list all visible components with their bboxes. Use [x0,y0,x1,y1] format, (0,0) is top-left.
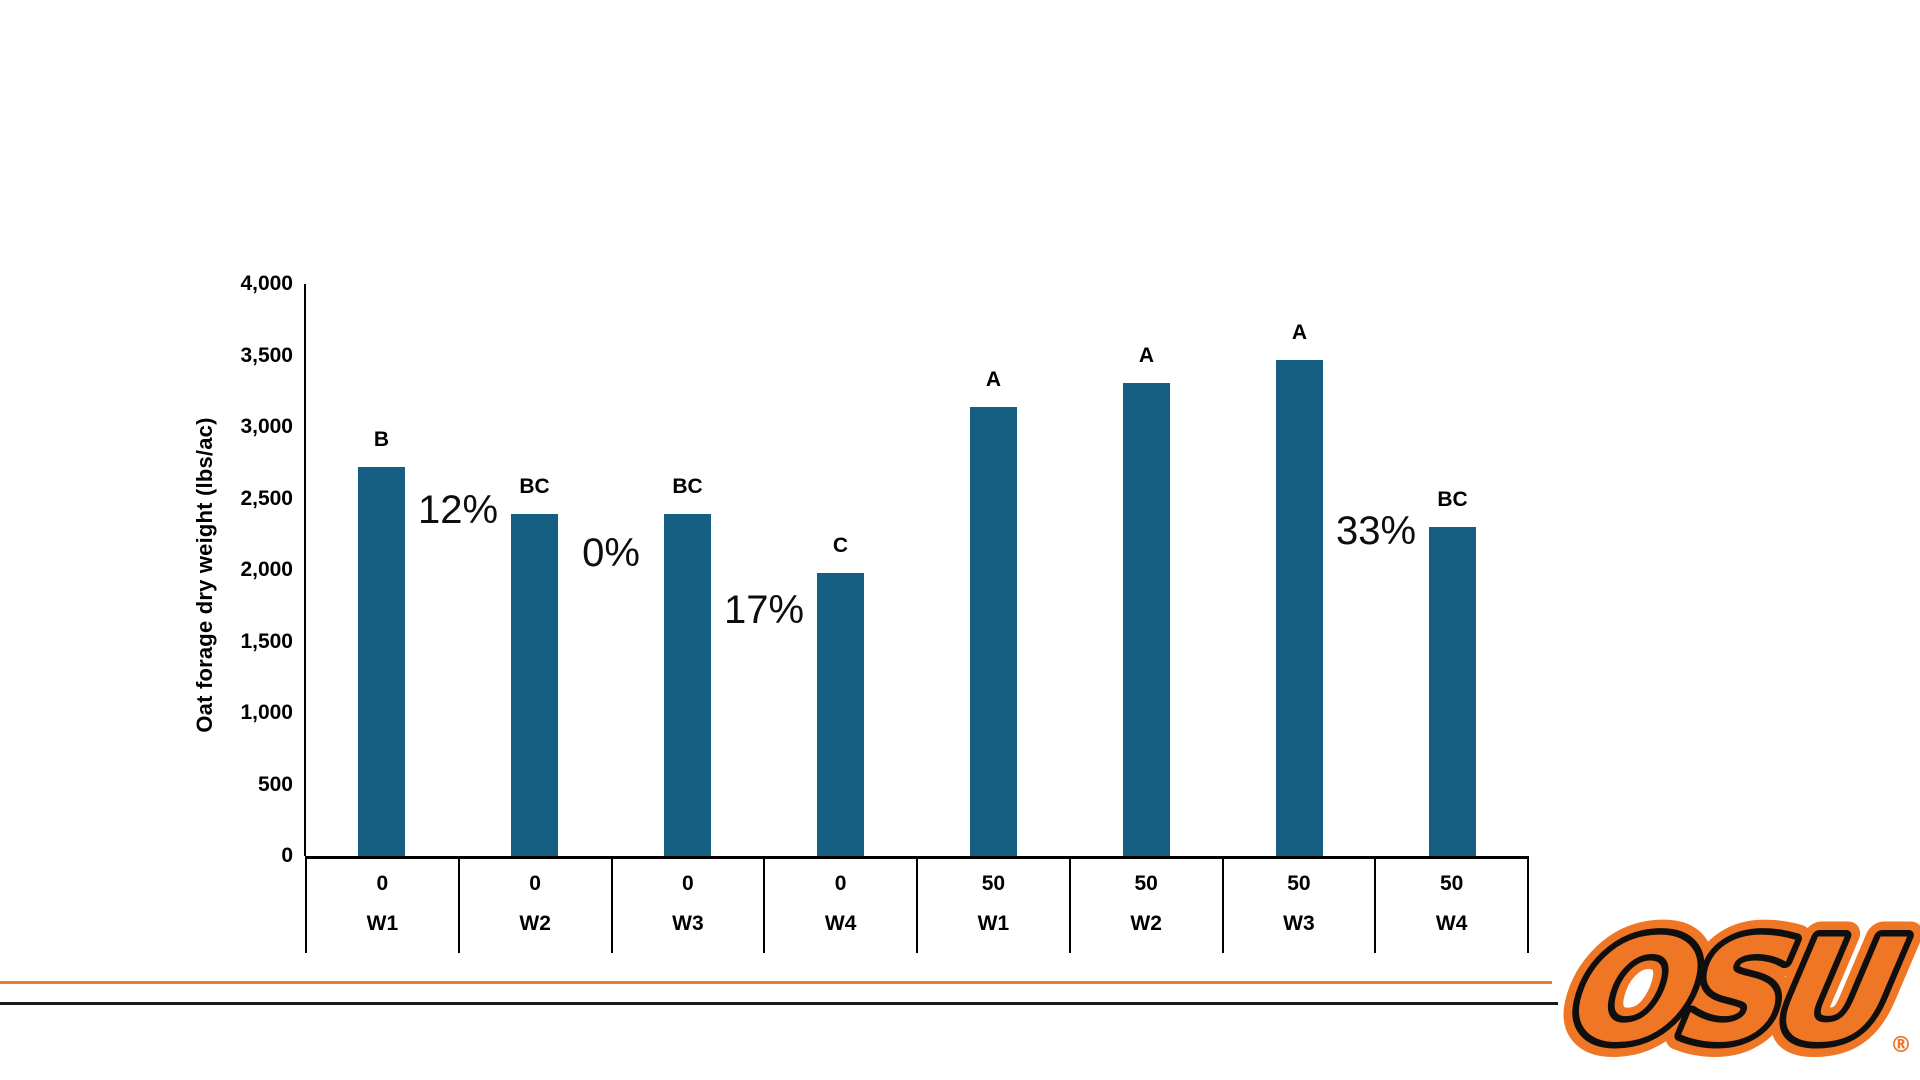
rate-label: 50 [1134,872,1158,895]
bar [1429,527,1476,856]
rate-label: 50 [1439,872,1464,895]
osu-logo: OSU OSU OSU ® [1552,893,1920,1080]
table-cell: 0 W2 [457,859,611,953]
y-tick-label: 0 [281,844,293,867]
bar [1123,382,1170,856]
bar-letter-label: A [1291,320,1308,344]
table-cell: 50 W3 [1221,859,1375,953]
table-cell: 0 W4 [763,859,916,953]
table-cell: 50 W1 [916,859,1069,953]
bar [817,572,864,856]
bar-letter-label: A [1138,343,1155,367]
y-tick-label: 1,000 [240,701,293,724]
divider-line-black [0,1002,1558,1005]
osu-logo-text-keyline: OSU [1558,908,1914,1074]
week-label: W1 [977,912,1010,935]
rate-label: 0 [834,872,847,895]
rate-label: 50 [1287,872,1311,895]
week-label: W2 [1130,912,1162,935]
bar [511,514,558,856]
table-cell: 50 W4 [1374,859,1529,953]
osu-logo-text-outline: OSU [1558,908,1914,1074]
week-label: W2 [519,912,551,935]
percent-label: 12% [417,487,499,532]
bar-letter-label: BC [1437,488,1468,512]
osu-logo-text: OSU [1558,908,1914,1074]
bar-letter-label: BC [519,475,550,499]
bar [664,514,711,856]
divider-line-orange [0,981,1552,984]
percent-label: 33% [1335,509,1417,554]
x-axis-table: 0 W1 0 W2 0 W3 0 W4 50 W1 50 W2 50 W3 50 W4 [305,856,1529,953]
percent-label: 17% [723,588,805,633]
rate-label: 0 [376,872,389,895]
y-tick-label: 500 [257,772,293,796]
y-axis-line [304,284,306,856]
y-tick-label: 2,000 [240,558,293,581]
rate-label: 50 [981,872,1006,895]
bar [970,406,1017,856]
percent-label: 0% [582,530,640,575]
table-cell: 0 W1 [305,859,458,953]
y-tick-label: 4,000 [240,272,293,295]
bar [358,467,405,856]
bar-letter-label: A [985,367,1002,391]
bar-letter-label: C [832,533,849,557]
week-label: W1 [366,912,399,935]
rate-label: 0 [682,872,694,895]
week-label: W4 [824,912,857,935]
y-tick-label: 3,000 [240,415,293,438]
week-label: W3 [672,912,704,935]
y-tick-label: 1,500 [240,629,293,653]
bar-letter-label: B [373,428,390,452]
bar [1276,359,1323,856]
y-tick-label: 2,500 [240,486,293,510]
table-cell: 0 W3 [610,859,764,953]
table-cell: 50 W2 [1068,859,1222,953]
registered-trademark-icon: ® [1890,1033,1912,1058]
bar-letter-label: BC [672,475,703,499]
rate-label: 0 [529,872,541,895]
week-label: W3 [1283,912,1315,935]
week-label: W4 [1435,912,1468,935]
y-tick-label: 3,500 [240,343,293,367]
